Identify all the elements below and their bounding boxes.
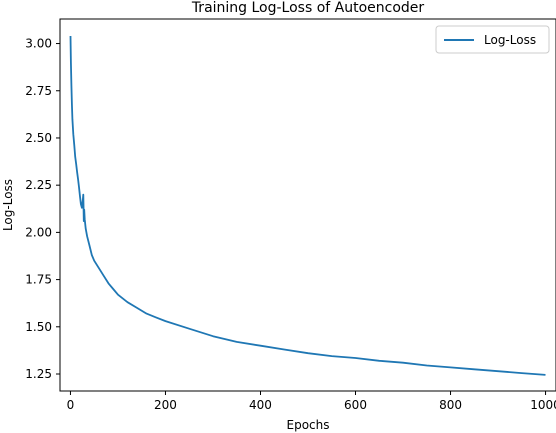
y-axis-label: Log-Loss — [1, 179, 15, 231]
legend: Log-Loss — [435, 25, 550, 54]
plot-area — [60, 19, 556, 391]
axis-ticks: 0 200 400 600 800 1000 1.25 1.50 1.75 2.00 2.25 2.5… — [25, 37, 556, 412]
y-tick-label: 2.25 — [25, 178, 52, 192]
y-tick-label: 2.75 — [25, 84, 52, 98]
x-tick-label: 400 — [249, 398, 272, 412]
x-tick-label: 600 — [344, 398, 367, 412]
y-tick-label: 2.50 — [25, 131, 52, 145]
y-tick-label: 1.75 — [25, 273, 52, 287]
y-tick-label: 1.50 — [25, 320, 52, 334]
x-tick-label: 1000 — [530, 398, 556, 412]
plot-frame — [59, 18, 556, 392]
series-line-log-loss — [69, 35, 546, 376]
legend-box — [435, 25, 550, 54]
x-tick-label: 0 — [67, 398, 75, 412]
series-group — [69, 35, 546, 376]
legend-label: Log-Loss — [484, 33, 536, 47]
y-tick-label: 2.00 — [25, 225, 52, 239]
y-tick-label: 1.25 — [25, 367, 52, 381]
y-tick-label: 3.00 — [25, 37, 52, 51]
x-tick-label: 800 — [439, 398, 462, 412]
x-tick-label: 200 — [154, 398, 177, 412]
chart-title: Training Log-Loss of Autoencoder — [191, 0, 425, 16]
x-axis-label: Epochs — [287, 418, 330, 432]
